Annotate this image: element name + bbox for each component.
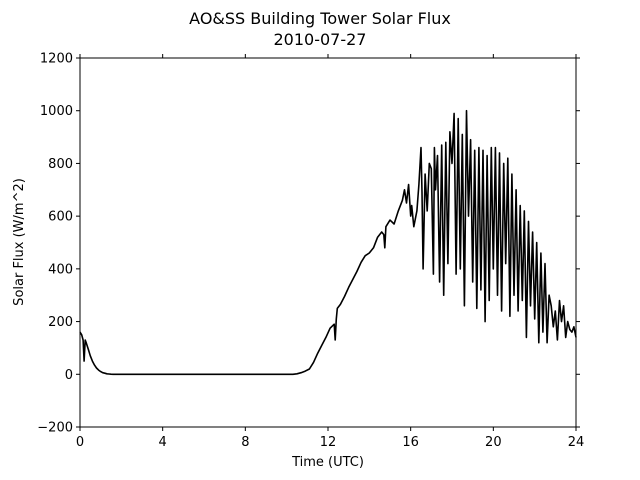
y-tick-label: 1200	[40, 52, 73, 67]
chart-subtitle: 2010-07-27	[274, 30, 367, 49]
x-tick-label: 12	[320, 435, 337, 450]
x-tick-label: 24	[568, 435, 585, 450]
y-tick-label: 400	[48, 262, 73, 277]
y-tick-label: 1000	[40, 104, 73, 119]
x-tick-label: 8	[241, 435, 249, 450]
plot-frame	[79, 57, 577, 428]
y-tick-label: 0	[65, 368, 73, 383]
y-tick-label: 600	[48, 210, 73, 225]
y-tick-label: −200	[37, 421, 73, 436]
y-tick-label: 200	[48, 315, 73, 330]
series-layer	[79, 109, 577, 376]
chart-title: AO&SS Building Tower Solar Flux	[189, 9, 451, 28]
x-tick-label: 16	[402, 435, 419, 450]
x-tick-label: 0	[76, 435, 84, 450]
x-tick-label: 20	[485, 435, 502, 450]
solar-flux-series-line	[79, 109, 577, 376]
y-axis-label: Solar Flux (W/m^2)	[12, 178, 27, 306]
y-tick-label: 800	[48, 157, 73, 172]
x-tick-label: 4	[159, 435, 167, 450]
x-axis-label: Time (UTC)	[291, 455, 364, 470]
